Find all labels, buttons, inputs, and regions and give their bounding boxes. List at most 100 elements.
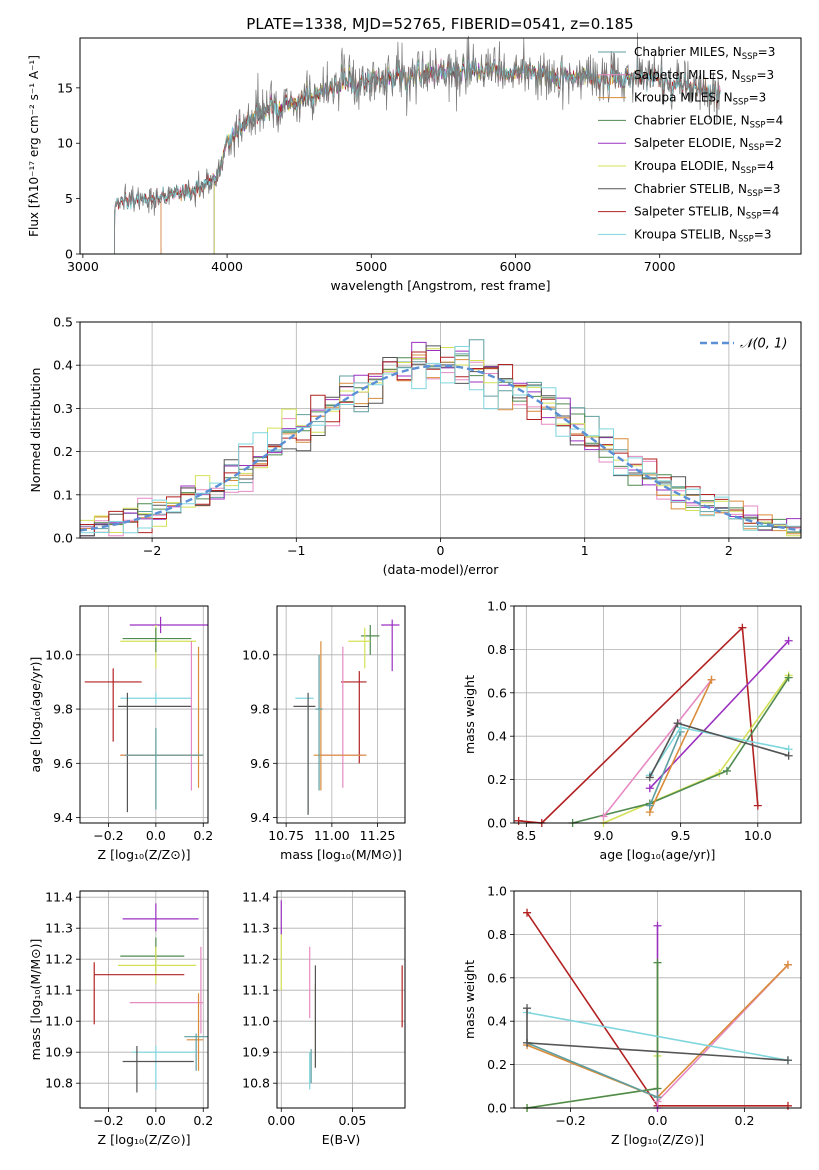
y-tick-label: 11.0: [242, 1014, 270, 1029]
y-tick-label: 9.4: [250, 810, 270, 825]
legend-label: Chabrier ELODIE, NSSP=4: [634, 113, 783, 130]
y-tick-label: 10.0: [242, 647, 270, 662]
y-axis-label: mass weight: [462, 675, 477, 754]
x-tick-label: 5000: [355, 259, 387, 274]
mass-weight-marker: [645, 773, 654, 782]
mass-weight-marker: [722, 766, 731, 775]
y-tick-label: 11.2: [242, 952, 270, 967]
mass-weight-line: [649, 679, 713, 813]
y-tick-label: 0.1: [53, 487, 73, 502]
plot-area-mass_ebv: [280, 900, 403, 1090]
mass-weight-marker: [653, 1084, 662, 1093]
mass-weight-line: [603, 674, 790, 824]
legend-label: 𝒩(0, 1): [740, 337, 787, 352]
plot-frame: [79, 605, 209, 824]
mass-weight-marker: [523, 1004, 532, 1013]
figure-title: PLATE=1338, MJD=52765, FIBERID=0541, z=0…: [246, 15, 633, 33]
x-tick-label: 11.00: [314, 828, 350, 843]
mass-weight-marker: [784, 673, 793, 682]
legend-label: Kroupa STELIB, NSSP=3: [634, 227, 772, 244]
mass-weight-marker: [707, 675, 716, 684]
plot-frame: [276, 605, 406, 824]
mass-weight-line: [518, 625, 759, 824]
panel-mass_ebv: 0.00 0.05 10.8 10.9 11.0 11.1 11.2 11.3 11.4 E(B-…: [242, 890, 406, 1147]
mass-weight-line: [526, 1042, 658, 1098]
y-tick-label: 0.0: [53, 531, 73, 546]
x-tick-label: 9.5: [671, 828, 691, 843]
panel-age_Z: −0.2 0.0 0.2 9.4 9.6 9.8 10.0 Z [log₁₀(Z/Z⊙)] ag…: [28, 605, 213, 862]
y-tick-label: 0.4: [487, 1014, 507, 1029]
y-tick-label: 11.2: [45, 952, 73, 967]
y-tick-label: 11.4: [45, 890, 73, 905]
legend-label: Salpeter ELODIE, NSSP=2: [634, 136, 782, 153]
legend-label: Kroupa MILES, NSSP=3: [634, 91, 766, 108]
x-axis-label: Z [log₁₀(Z/Z⊙)]: [98, 847, 191, 862]
x-tick-label: 8.5: [516, 828, 536, 843]
x-tick-label: −0.2: [555, 1113, 585, 1128]
x-tick-label: 10.0: [744, 828, 772, 843]
y-tick-label: 5: [65, 191, 73, 206]
y-tick-label: 9.4: [53, 810, 73, 825]
y-axis-label: Flux [fλ10⁻¹⁷ erg cm⁻² s⁻¹ A⁻¹]: [27, 55, 41, 237]
legend-label: Chabrier STELIB, NSSP=3: [634, 182, 781, 199]
mass-weight-marker: [653, 921, 662, 930]
normal-curve: [79, 364, 802, 532]
x-tick-label: −2: [143, 543, 161, 558]
x-axis-label: wavelength [Angstrom, rest frame]: [330, 278, 550, 293]
y-tick-label: 11.1: [45, 983, 73, 998]
model-spectrum-line: [114, 57, 721, 254]
model-spectrum-line: [114, 56, 721, 254]
x-tick-label: −0.2: [93, 828, 123, 843]
panel-residuals: −2 −1 0 1 2 0.0 0.1 0.2 0.3 0.4 0.5 𝒩(0, 1) (data-mo…: [28, 315, 802, 577]
plot-area-age_Z: [84, 616, 208, 813]
mass-weight-marker: [783, 960, 792, 969]
mass-weight-marker: [599, 812, 608, 821]
plot-frame: [513, 890, 802, 1109]
y-tick-label: 0.2: [487, 772, 507, 787]
mass-weight-marker: [673, 719, 682, 728]
panel-age_mass: 10.75 11.00 11.25 9.4 9.6 9.8 10.0 mass [log₁₀(…: [242, 605, 406, 862]
x-tick-label: 0.05: [338, 1113, 366, 1128]
mass-weight-marker: [523, 908, 532, 917]
mass-weight-marker: [784, 751, 793, 760]
x-tick-label: 6000: [500, 259, 532, 274]
y-tick-label: 0.2: [53, 444, 73, 459]
mass-weight-marker: [784, 636, 793, 645]
y-tick-label: 10.8: [45, 1076, 73, 1091]
x-tick-label: 0.2: [735, 1113, 755, 1128]
mass-weight-marker: [738, 623, 747, 632]
x-tick-label: 11.25: [360, 828, 396, 843]
y-tick-label: 0.6: [487, 685, 507, 700]
mass-weight-marker: [753, 801, 762, 810]
plot-frame: [79, 37, 802, 255]
mass-weight-marker: [653, 958, 662, 967]
x-axis-label: (data-model)/error: [383, 562, 500, 577]
legend-label: Salpeter MILES, NSSP=3: [634, 68, 774, 85]
plot-frame: [79, 321, 802, 539]
x-tick-label: 2: [725, 543, 733, 558]
x-tick-label: 0.0: [146, 828, 166, 843]
mass-weight-marker: [653, 1093, 662, 1102]
y-tick-label: 9.6: [53, 756, 73, 771]
x-tick-label: 0.00: [267, 1113, 295, 1128]
mass-weight-line: [526, 962, 659, 1109]
panel-mw_Z: −0.2 0.0 0.2 0.0 0.2 0.4 0.6 0.8 1.0 Z [log₁₀(Z/Z…: [462, 884, 802, 1147]
x-tick-label: 0.0: [648, 1113, 668, 1128]
y-tick-label: 1.0: [487, 599, 507, 614]
histogram-step-line: [80, 346, 801, 534]
y-tick-label: 0.0: [487, 816, 507, 831]
plot-area-mw_Z: [523, 908, 792, 1112]
mass-weight-line: [526, 1011, 789, 1062]
x-axis-label: age [log₁₀(age/yr)]: [600, 847, 716, 862]
y-tick-label: 10.9: [242, 1045, 270, 1060]
panel-mw_age: 8.5 9.0 9.5 10.0 0.0 0.2 0.4 0.6 0.8 1.0 age [log₁…: [462, 599, 802, 862]
x-axis-label: mass [log₁₀(M/M⊙)]: [280, 847, 402, 862]
y-tick-label: 0.4: [53, 358, 73, 373]
x-tick-label: 0: [437, 543, 445, 558]
y-tick-label: 9.8: [53, 702, 73, 717]
x-tick-label: 1: [581, 543, 589, 558]
panel-spectrum: 3000 4000 5000 6000 7000 0 5 10 15 Chabrier MILES…: [27, 32, 802, 293]
y-tick-label: 0.6: [487, 970, 507, 985]
